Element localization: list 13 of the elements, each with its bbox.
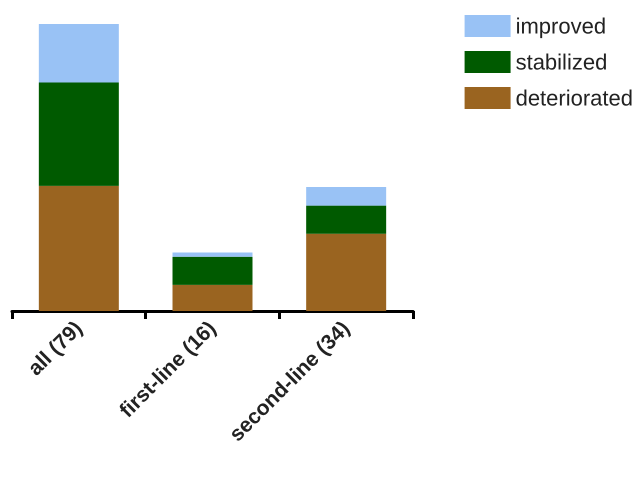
bar [306,206,386,234]
bar [38,82,119,186]
bar [172,284,252,311]
bar [172,256,252,285]
legend-label: stabilized [516,50,608,74]
legend-label: deteriorated [516,86,634,110]
legend-label: improved [516,14,606,38]
bar [306,187,386,206]
bar [38,186,119,311]
x-tick-label: all (79) [24,316,87,380]
bar [38,24,119,83]
bar [172,252,252,257]
bar [306,234,386,311]
